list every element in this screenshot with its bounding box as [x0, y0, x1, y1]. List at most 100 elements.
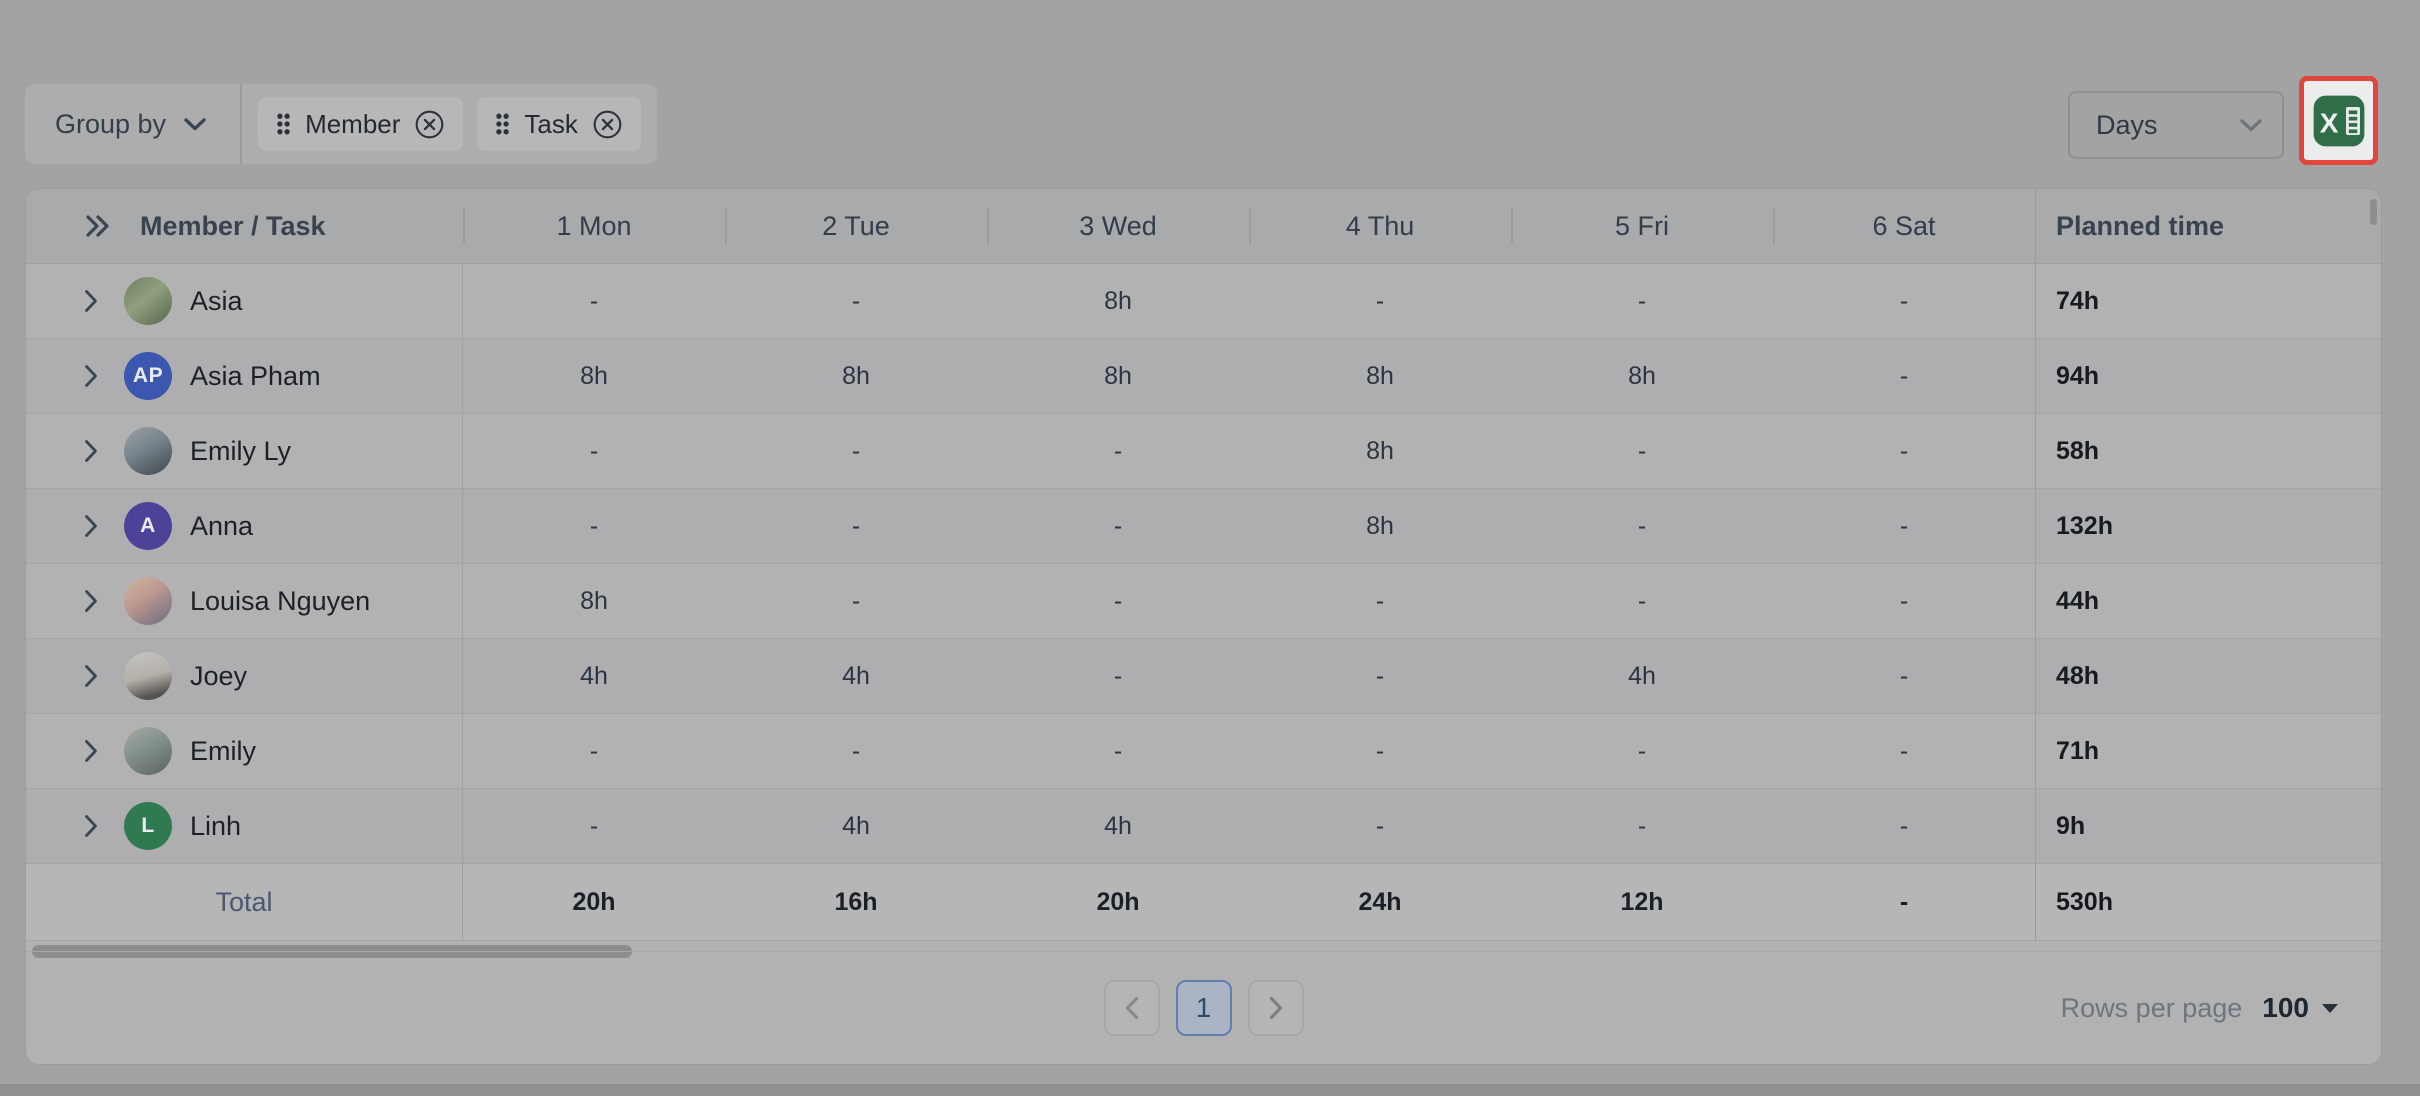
day-hours-cell: 8h — [1628, 361, 1656, 390]
day-hours-cell: - — [1375, 811, 1385, 840]
day-hours-cell: 8h — [1366, 511, 1394, 540]
day-column-label: 6 Sat — [1872, 210, 1936, 241]
day-hours-cell: - — [1637, 436, 1647, 465]
table-footer: 1 Rows per page 100 — [26, 951, 2381, 1064]
header-tick — [987, 208, 989, 244]
group-by-chip-member[interactable]: Member — [258, 97, 464, 151]
table-row[interactable]: AP Asia Pham 8h 8h 8h 8h 8h - 94h — [26, 339, 2381, 414]
day-column-label: 2 Tue — [822, 210, 890, 241]
remove-circle-icon[interactable] — [414, 109, 445, 140]
remove-circle-icon[interactable] — [592, 109, 623, 140]
day-hours-cell: 8h — [1104, 286, 1132, 315]
member-name: Asia — [190, 285, 243, 316]
chip-label: Task — [524, 108, 578, 139]
row-expand-button[interactable] — [84, 439, 98, 463]
chevron-right-icon — [85, 815, 97, 837]
table-row[interactable]: Emily - - - - - - 71h — [26, 714, 2381, 789]
next-page-button[interactable] — [1247, 980, 1304, 1036]
day-hours-cell: 4h — [1104, 811, 1132, 840]
member-avatar — [124, 277, 172, 325]
interval-select-value: Days — [2096, 109, 2158, 140]
day-hours-cell: - — [1637, 586, 1647, 615]
day-hours-cell: - — [1899, 361, 1909, 390]
total-day-cell: 20h — [1096, 887, 1140, 916]
total-label: Total — [26, 864, 463, 940]
day-hours-cell: - — [1113, 661, 1123, 690]
member-task-header-label: Member / Task — [140, 210, 326, 241]
total-day-cell: - — [1899, 887, 1909, 916]
planned-time-header-cell: Planned time — [2035, 189, 2381, 263]
member-name: Emily — [190, 735, 256, 766]
page-1-button[interactable]: 1 — [1175, 980, 1232, 1036]
header-tick — [1511, 208, 1513, 244]
drag-handle-icon[interactable] — [495, 112, 510, 136]
interval-select[interactable]: Days — [2068, 91, 2284, 159]
table-row[interactable]: L Linh - 4h 4h - - - 9h — [26, 789, 2381, 864]
row-expand-button[interactable] — [84, 739, 98, 763]
row-expand-button[interactable] — [84, 664, 98, 688]
member-cell: Louisa Nguyen — [26, 564, 463, 638]
member-name: Linh — [190, 810, 242, 841]
row-expand-button[interactable] — [84, 589, 98, 613]
excel-export-button[interactable]: X — [2299, 76, 2378, 165]
page-bottom-edge — [0, 1084, 2420, 1096]
header-tick — [1773, 208, 1775, 244]
planned-time-cell: 58h — [2035, 414, 2381, 488]
day-hours-cell: - — [1899, 586, 1909, 615]
pagination: 1 — [1103, 980, 1304, 1036]
day-hours-cell: - — [589, 436, 599, 465]
group-by-chip-task[interactable]: Task — [477, 97, 641, 151]
member-cell: Asia — [26, 264, 463, 338]
chevron-right-icon — [85, 665, 97, 687]
chip-label: Member — [305, 108, 401, 139]
day-hours-cell: - — [851, 736, 861, 765]
day-hours-cell: 8h — [1366, 361, 1394, 390]
avatar-initials: A — [140, 514, 156, 537]
previous-page-button[interactable] — [1103, 980, 1160, 1036]
planned-time-cell: 48h — [2035, 639, 2381, 713]
chevron-right-icon — [85, 365, 97, 387]
group-by-chips: Member Task — [242, 84, 657, 164]
table-row[interactable]: Joey 4h 4h - - 4h - 48h — [26, 639, 2381, 714]
vertical-scrollbar[interactable] — [2370, 199, 2377, 225]
rows-per-page-value: 100 — [2262, 992, 2309, 1023]
page-number: 1 — [1195, 992, 1212, 1023]
row-expand-button[interactable] — [84, 814, 98, 838]
day-hours-cell: - — [851, 586, 861, 615]
day-hours-cell: 8h — [1366, 436, 1394, 465]
table-row[interactable]: Emily Ly - - - 8h - - 58h — [26, 414, 2381, 489]
day-hours-cell: - — [1375, 586, 1385, 615]
day-column-header: 4 Thu — [1249, 189, 1511, 263]
caret-down-icon — [2322, 1003, 2338, 1013]
toolbar-divider — [240, 84, 243, 164]
day-column-header: 2 Tue — [725, 189, 987, 263]
rows-per-page-select[interactable]: Rows per page 100 — [2061, 952, 2339, 1064]
group-by-button[interactable]: Group by — [25, 84, 240, 164]
member-cell: AP Asia Pham — [26, 339, 463, 413]
day-hours-cell: 4h — [580, 661, 608, 690]
day-hours-cell: - — [851, 511, 861, 540]
member-name: Emily Ly — [190, 435, 292, 466]
total-day-cell: 24h — [1358, 887, 1402, 916]
member-avatar: L — [124, 802, 172, 850]
day-column-header: 1 Mon — [463, 189, 725, 263]
table-row[interactable]: Louisa Nguyen 8h - - - - - 44h — [26, 564, 2381, 639]
chevron-down-icon — [2240, 118, 2262, 131]
day-hours-cell: 8h — [842, 361, 870, 390]
toolbar: Group by Member Task — [25, 84, 657, 164]
day-hours-cell: 4h — [1628, 661, 1656, 690]
table-row[interactable]: Asia - - 8h - - - 74h — [26, 264, 2381, 339]
planned-time-cell: 94h — [2035, 339, 2381, 413]
day-column-label: 1 Mon — [556, 210, 632, 241]
planned-time-table: Member / Task 1 Mon 2 Tue 3 Wed 4 Thu 5 Fri 6… — [25, 188, 2382, 1065]
row-expand-button[interactable] — [84, 514, 98, 538]
collapse-columns-button[interactable] — [84, 214, 112, 238]
drag-handle-icon[interactable] — [276, 112, 291, 136]
row-expand-button[interactable] — [84, 289, 98, 313]
chevron-left-icon — [1125, 996, 1138, 1020]
day-column-header: 5 Fri — [1511, 189, 1773, 263]
row-expand-button[interactable] — [84, 364, 98, 388]
table-row[interactable]: A Anna - - - 8h - - 132h — [26, 489, 2381, 564]
header-tick — [463, 208, 465, 244]
day-hours-cell: - — [1113, 436, 1123, 465]
